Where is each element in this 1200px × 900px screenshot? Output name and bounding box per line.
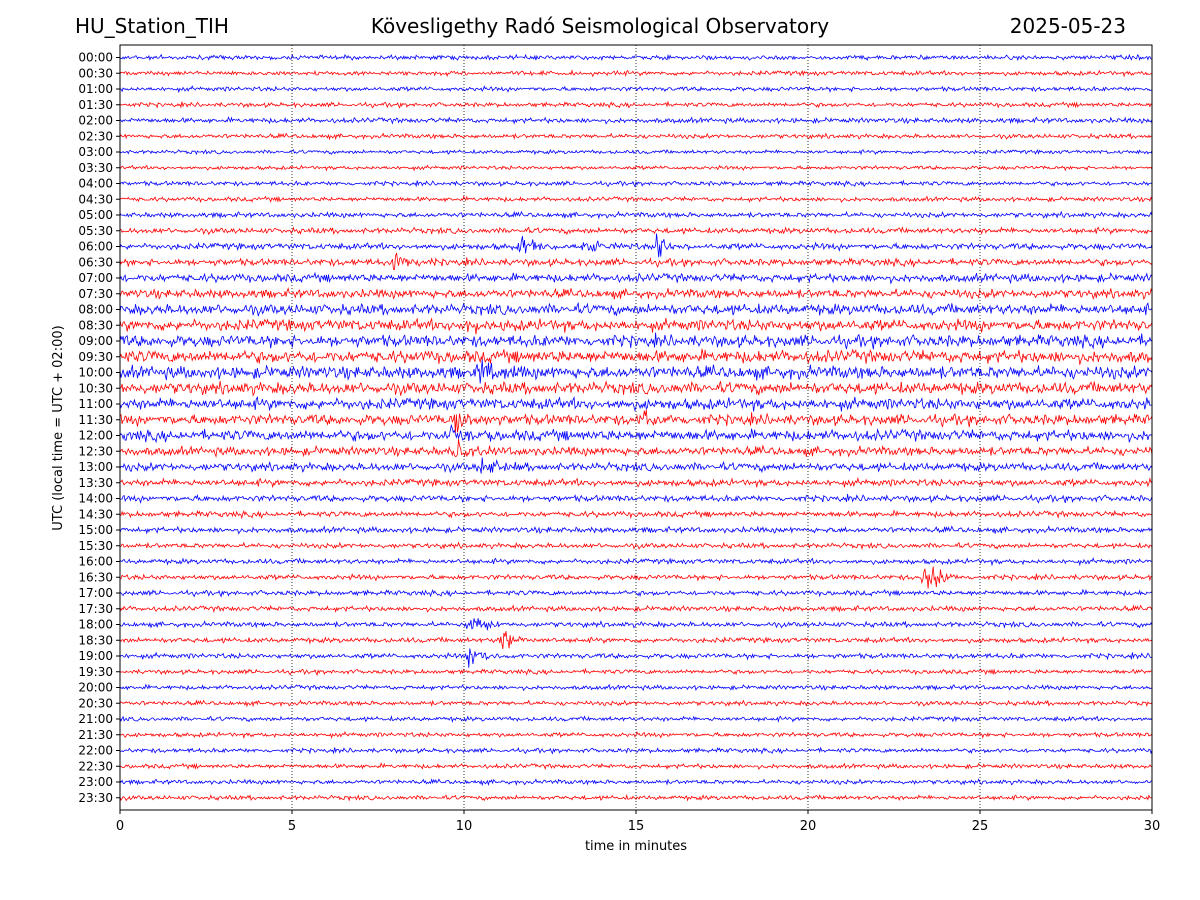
y-tick-label: 03:00 bbox=[78, 145, 113, 159]
observatory-title: Kövesligethy Radó Seismological Observat… bbox=[370, 14, 830, 38]
y-tick-label: 09:00 bbox=[78, 334, 113, 348]
trace-0300 bbox=[119, 148, 1153, 156]
trace-0230 bbox=[119, 132, 1153, 141]
y-tick-label: 16:30 bbox=[78, 570, 113, 584]
y-tick-label: 05:00 bbox=[78, 208, 113, 222]
y-tick-label: 16:00 bbox=[78, 555, 113, 569]
y-tick-label: 20:00 bbox=[78, 681, 113, 695]
y-tick-label: 14:30 bbox=[78, 507, 113, 521]
y-tick-label: 09:30 bbox=[78, 350, 113, 364]
y-tick-label: 11:00 bbox=[78, 397, 113, 411]
x-axis-ticks: 0 5 10 15 20 25 30 bbox=[116, 810, 1160, 834]
y-tick-label: 04:00 bbox=[78, 177, 113, 191]
y-tick-label: 08:30 bbox=[78, 318, 113, 332]
trace-0830 bbox=[119, 317, 1153, 335]
x-tick-label: 20 bbox=[800, 819, 817, 834]
y-tick-label: 19:30 bbox=[78, 665, 113, 679]
x-tick-label: 15 bbox=[628, 819, 645, 834]
y-tick-label: 15:00 bbox=[78, 523, 113, 537]
y-tick-label: 17:00 bbox=[78, 586, 113, 600]
grid-layer bbox=[291, 45, 981, 810]
y-tick-label: 20:30 bbox=[78, 696, 113, 710]
y-tick-label: 19:00 bbox=[78, 649, 113, 663]
y-tick-label: 05:30 bbox=[78, 224, 113, 238]
y-tick-label: 08:00 bbox=[78, 303, 113, 317]
y-axis-label: UTC (local time = UTC + 02:00) bbox=[51, 325, 66, 530]
trace-0930 bbox=[119, 348, 1153, 365]
y-tick-label: 00:00 bbox=[78, 51, 113, 65]
trace-1000 bbox=[119, 359, 1153, 384]
trace-1500 bbox=[119, 525, 1153, 535]
y-tick-label: 01:00 bbox=[78, 82, 113, 96]
y-tick-label: 06:30 bbox=[78, 255, 113, 269]
trace-0700 bbox=[119, 271, 1153, 285]
x-tick-label: 25 bbox=[972, 819, 989, 834]
y-tick-label: 21:00 bbox=[78, 712, 113, 726]
trace-1930 bbox=[119, 667, 1153, 676]
trace-0900 bbox=[119, 332, 1153, 350]
y-tick-label: 02:30 bbox=[78, 129, 113, 143]
trace-0330 bbox=[119, 164, 1153, 172]
x-tick-label: 10 bbox=[456, 819, 473, 834]
traces-layer bbox=[119, 53, 1153, 802]
y-tick-label: 06:00 bbox=[78, 240, 113, 254]
trace-1700 bbox=[119, 588, 1153, 598]
y-tick-label: 02:00 bbox=[78, 114, 113, 128]
y-tick-label: 23:00 bbox=[78, 775, 113, 789]
y-tick-label: 07:00 bbox=[78, 271, 113, 285]
y-tick-label: 04:30 bbox=[78, 192, 113, 206]
x-tick-label: 30 bbox=[1144, 819, 1161, 834]
trace-1200 bbox=[119, 423, 1153, 444]
y-tick-label: 22:00 bbox=[78, 744, 113, 758]
y-tick-label: 15:30 bbox=[78, 539, 113, 553]
x-tick-label: 5 bbox=[288, 819, 296, 834]
y-tick-label: 18:00 bbox=[78, 618, 113, 632]
y-tick-label: 07:30 bbox=[78, 287, 113, 301]
x-tick-label: 0 bbox=[116, 819, 124, 834]
y-tick-label: 11:30 bbox=[78, 413, 113, 427]
trace-0630 bbox=[119, 252, 1153, 270]
trace-1730 bbox=[119, 604, 1153, 614]
y-tick-label: 18:30 bbox=[78, 633, 113, 647]
y-tick-label: 10:30 bbox=[78, 381, 113, 395]
trace-0500 bbox=[119, 210, 1153, 220]
y-tick-label: 17:30 bbox=[78, 602, 113, 616]
y-tick-label: 13:00 bbox=[78, 460, 113, 474]
y-tick-label: 01:30 bbox=[78, 98, 113, 112]
date-title: 2025-05-23 bbox=[1009, 14, 1126, 38]
station-title: HU_Station_TIH bbox=[75, 14, 229, 38]
y-tick-label: 22:30 bbox=[78, 759, 113, 773]
y-tick-label: 23:30 bbox=[78, 791, 113, 805]
trace-1330 bbox=[119, 476, 1153, 489]
x-axis-label: time in minutes bbox=[585, 839, 687, 854]
trace-1130 bbox=[119, 409, 1153, 433]
y-tick-label: 00:30 bbox=[78, 66, 113, 80]
y-tick-label: 03:30 bbox=[78, 161, 113, 175]
y-tick-label: 14:00 bbox=[78, 492, 113, 506]
y-tick-label: 12:30 bbox=[78, 444, 113, 458]
y-tick-label: 10:00 bbox=[78, 366, 113, 380]
trace-1400 bbox=[119, 493, 1153, 504]
y-tick-label: 21:30 bbox=[78, 728, 113, 742]
y-tick-label: 13:30 bbox=[78, 476, 113, 490]
y-tick-label: 12:00 bbox=[78, 429, 113, 443]
trace-2330 bbox=[119, 793, 1153, 802]
trace-0430 bbox=[119, 195, 1153, 204]
